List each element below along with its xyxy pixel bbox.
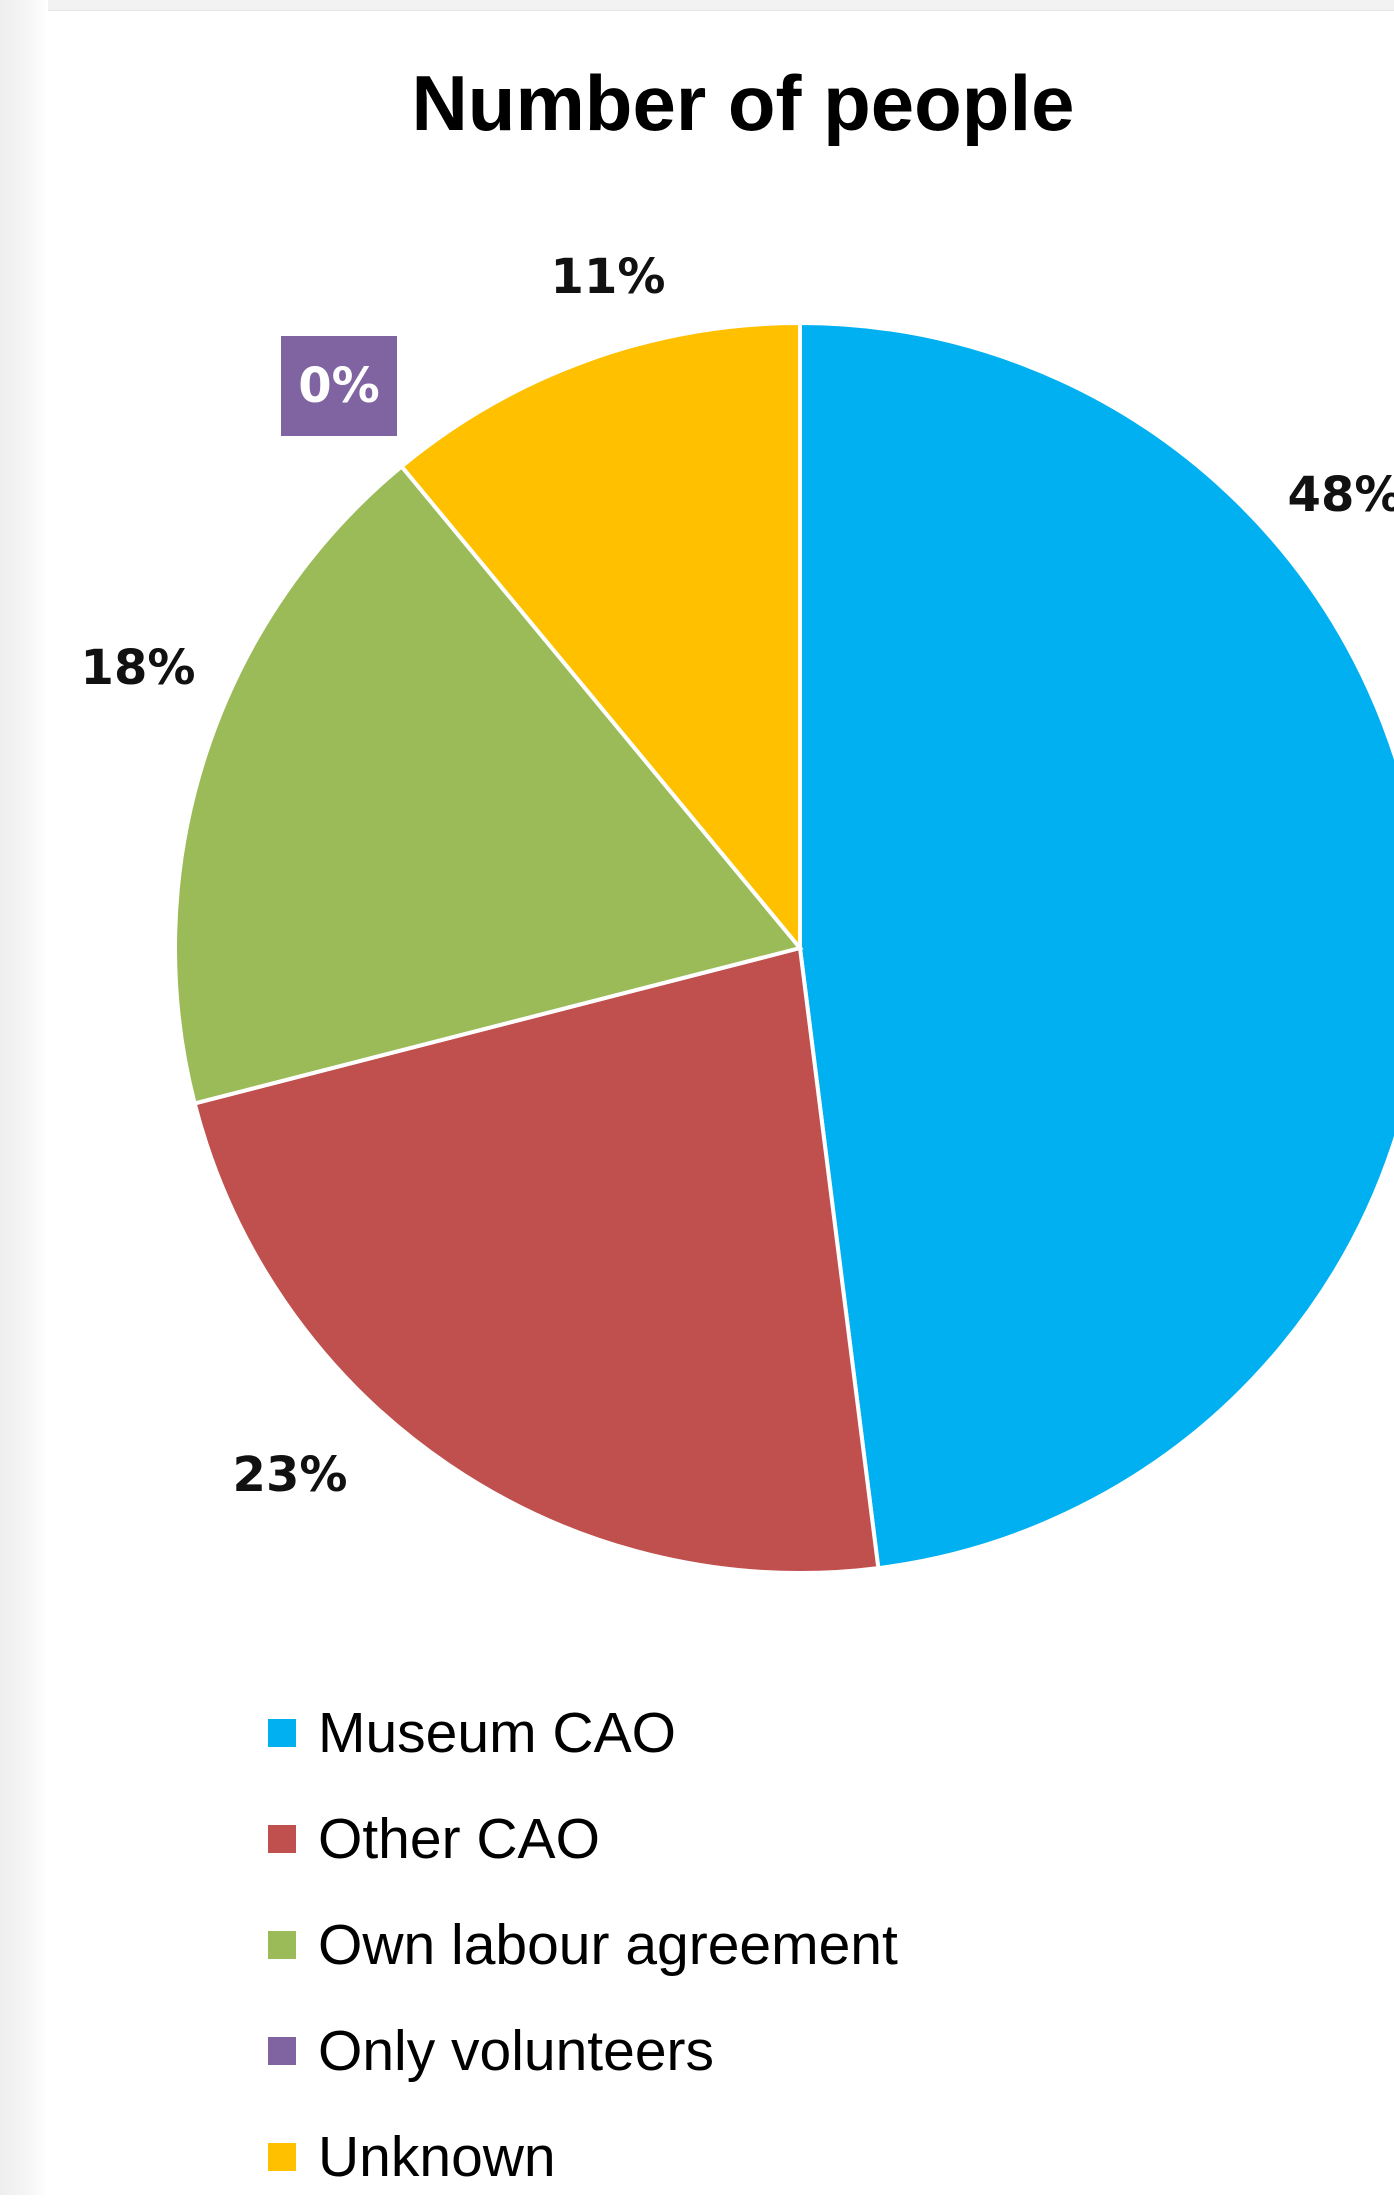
legend-item-unknown: Unknown	[268, 2104, 898, 2210]
chart-title: Number of people	[411, 59, 1075, 147]
frame-top-border	[0, 0, 1394, 11]
data-label-other-cao: 23%	[233, 1447, 348, 1503]
pie-slice-own-labour-agreement	[173, 463, 804, 1106]
data-label-museum-cao: 48%	[1288, 467, 1394, 523]
legend-swatch-own-labour-agreement	[268, 1931, 296, 1959]
legend-item-only-volunteers: Only volunteers	[268, 1998, 898, 2104]
legend-swatch-other-cao	[268, 1825, 296, 1853]
frame-left-border	[0, 0, 48, 2195]
legend-swatch-museum-cao	[268, 1719, 296, 1747]
legend-item-other-cao: Other CAO	[268, 1786, 898, 1892]
legend-label-unknown: Unknown	[318, 2125, 556, 2189]
data-label-own-labour-agreement: 18%	[81, 640, 196, 696]
legend-item-museum-cao: Museum CAO	[268, 1680, 898, 1786]
data-label-box-only-volunteers	[281, 336, 397, 436]
pie-slice-unknown	[398, 320, 802, 954]
legend-swatch-only-volunteers	[268, 2037, 296, 2065]
legend-swatch-unknown	[268, 2143, 296, 2171]
legend-label-museum-cao: Museum CAO	[318, 1701, 676, 1765]
chart-legend: Museum CAO Other CAO Own labour agreemen…	[268, 1680, 898, 2210]
pie-chart: 48% 23% 18% 0% 11%	[81, 249, 1394, 1575]
pie-slice-museum-cao	[798, 320, 1394, 1571]
data-label-only-volunteers: 0%	[298, 358, 380, 414]
legend-item-own-labour-agreement: Own labour agreement	[268, 1892, 898, 1998]
pie-slice-other-cao	[192, 945, 881, 1575]
data-label-unknown: 11%	[551, 249, 666, 305]
legend-label-other-cao: Other CAO	[318, 1807, 600, 1871]
legend-label-only-volunteers: Only volunteers	[318, 2019, 715, 2083]
legend-label-own-labour-agreement: Own labour agreement	[318, 1913, 898, 1977]
